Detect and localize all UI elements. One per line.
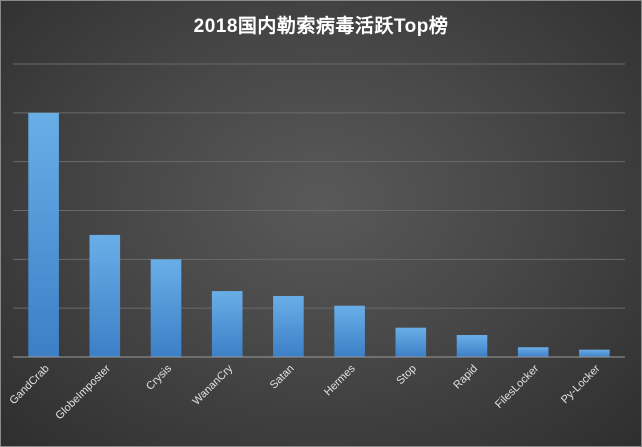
x-tick-label: Stop [394,363,418,387]
bar-stop [395,327,427,357]
bar-fileslocker [517,347,549,357]
x-tick-label: FilesLocker [493,362,541,410]
x-tick-label: WananCry [190,362,235,407]
bar-wanancry [211,291,243,357]
bars [28,112,610,357]
x-tick-label: GlobeImposter [53,362,113,422]
bar-satan [273,295,304,357]
bar-hermes [334,305,365,357]
x-tick-label: Satan [268,363,297,392]
x-tick-label: Crysis [144,362,174,392]
x-tick-label: Py-Locker [559,362,603,406]
bar-globeimposter [89,234,121,357]
x-tick-label: GandCrab [7,363,51,407]
bar-rapid [456,335,488,357]
bar-crysis [150,259,182,357]
x-tick-label: Rapid [451,363,480,392]
bar-gandcrab [28,112,59,357]
chart-title: 2018国内勒索病毒活跃Top榜 [193,16,449,37]
x-tick-label: Hermes [322,362,358,398]
bar-py-locker [579,349,610,357]
x-tick-labels: GandCrab GlobeImposter Crysis WananCry Satan… [7,362,602,422]
